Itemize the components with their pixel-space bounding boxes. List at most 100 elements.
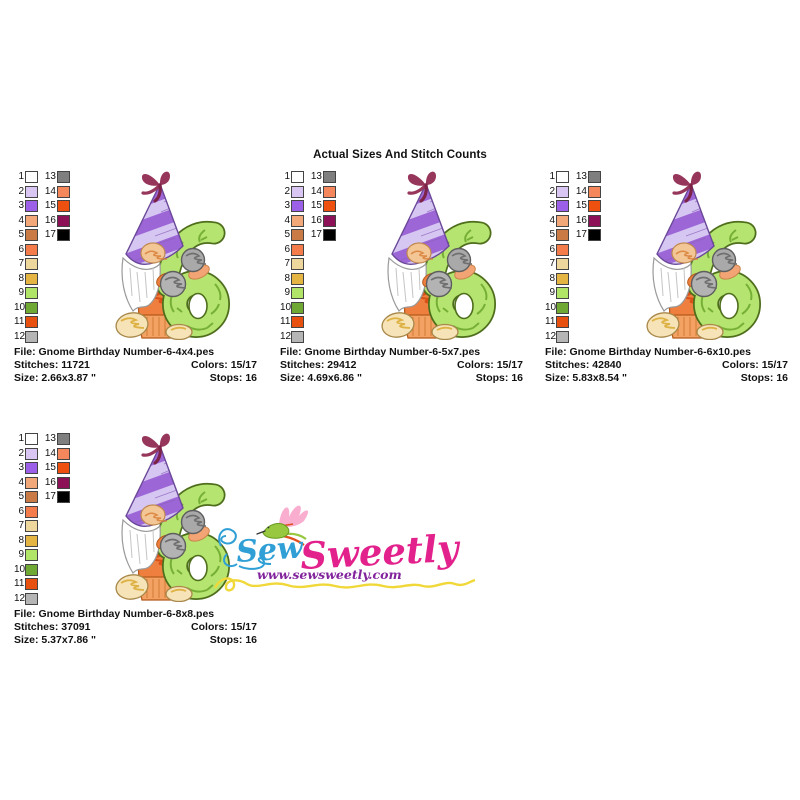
logo-word-sew: Sew xyxy=(235,530,305,570)
color-swatch xyxy=(323,171,336,184)
thread-number: 11 xyxy=(280,316,291,328)
thread-number: 12 xyxy=(14,592,26,604)
palette-row: 10 xyxy=(545,301,569,316)
color-swatch xyxy=(291,316,304,329)
color-swatch xyxy=(25,243,38,256)
thread-number: 11 xyxy=(14,578,25,590)
design-info: File: Gnome Birthday Number-6-4x4.pes St… xyxy=(14,346,257,385)
logo-word-sweetly: Sweetly xyxy=(299,526,462,578)
palette-row: 7 xyxy=(545,257,569,272)
thread-number: 10 xyxy=(545,301,557,313)
thread-number: 7 xyxy=(18,258,24,270)
palette-row: 17 xyxy=(572,228,601,243)
color-swatch xyxy=(25,214,38,227)
palette-row: 5 xyxy=(280,228,304,243)
palette-row: 16 xyxy=(572,214,601,229)
design-panel: 1 2 3 4 5 6 7 8 9 10 11 12 13 14 15 16 17 File: Gnome B… xyxy=(545,168,788,393)
thread-number: 3 xyxy=(18,200,24,212)
thread-number: 16 xyxy=(575,214,587,226)
file-name: File: Gnome Birthday Number-6-4x4.pes xyxy=(14,346,215,358)
palette-column-right: 13 14 15 16 17 xyxy=(41,432,70,505)
palette-row: 4 xyxy=(14,476,38,491)
thread-number: 9 xyxy=(18,287,24,299)
color-swatch xyxy=(25,520,38,533)
gnome-number-six-graphic xyxy=(115,168,233,340)
thread-number: 14 xyxy=(44,447,56,459)
thread-number: 17 xyxy=(44,491,56,503)
palette-column-left: 1 2 3 4 5 6 7 8 9 10 11 12 xyxy=(14,170,38,344)
palette-row: 6 xyxy=(280,243,304,258)
thread-number: 8 xyxy=(284,272,290,284)
palette-row: 5 xyxy=(545,228,569,243)
color-swatch xyxy=(57,214,70,227)
palette-column-left: 1 2 3 4 5 6 7 8 9 10 11 12 xyxy=(14,432,38,606)
palette-row: 5 xyxy=(14,490,38,505)
color-swatch xyxy=(291,243,304,256)
design-size: Size: 2.66x3.87 " xyxy=(14,372,97,384)
palette-row: 8 xyxy=(545,272,569,287)
design-panel: 1 2 3 4 5 6 7 8 9 10 11 12 13 14 15 16 17 File: Gnome B… xyxy=(14,430,257,655)
color-swatch xyxy=(291,171,304,184)
color-swatch xyxy=(556,301,569,314)
palette-row: 11 xyxy=(280,315,304,330)
palette-row: 17 xyxy=(307,228,336,243)
palette-row: 3 xyxy=(14,461,38,476)
design-size: Size: 5.37x7.86 " xyxy=(14,634,97,646)
palette-row: 1 xyxy=(14,170,38,185)
color-swatch xyxy=(556,287,569,300)
palette-column-left: 1 2 3 4 5 6 7 8 9 10 11 12 xyxy=(545,170,569,344)
palette-row: 14 xyxy=(41,185,70,200)
color-swatch xyxy=(323,200,336,213)
palette-row: 4 xyxy=(545,214,569,229)
color-swatch xyxy=(291,258,304,271)
color-swatch xyxy=(556,243,569,256)
thread-number: 13 xyxy=(44,433,56,445)
thread-number: 16 xyxy=(44,214,56,226)
color-swatch xyxy=(556,200,569,213)
color-swatch xyxy=(291,287,304,300)
design-size: Size: 5.83x8.54 " xyxy=(545,372,628,384)
color-swatch xyxy=(25,287,38,300)
design-panel: 1 2 3 4 5 6 7 8 9 10 11 12 13 14 15 16 17 File: Gnome B… xyxy=(280,168,523,393)
palette-row: 9 xyxy=(14,286,38,301)
thread-number: 1 xyxy=(284,171,290,183)
color-swatch xyxy=(25,447,38,460)
thread-number: 14 xyxy=(44,185,56,197)
thread-number: 5 xyxy=(284,229,290,241)
color-swatch xyxy=(291,200,304,213)
thread-number: 8 xyxy=(18,534,24,546)
palette-row: 10 xyxy=(280,301,304,316)
palette-row: 13 xyxy=(572,170,601,185)
color-swatch xyxy=(25,462,38,475)
hummingbird-icon xyxy=(256,505,309,546)
thread-number: 15 xyxy=(575,200,587,212)
color-swatch xyxy=(57,171,70,184)
palette-row: 9 xyxy=(545,286,569,301)
thread-number: 5 xyxy=(549,229,555,241)
palette-row: 2 xyxy=(280,185,304,200)
thread-number: 11 xyxy=(14,316,25,328)
palette-row: 13 xyxy=(41,432,70,447)
color-swatch xyxy=(291,229,304,242)
thread-number: 16 xyxy=(310,214,322,226)
thread-number: 13 xyxy=(44,171,56,183)
palette-row: 6 xyxy=(14,505,38,520)
color-count: Colors: 15/17 xyxy=(191,359,257,371)
palette-row: 1 xyxy=(280,170,304,185)
palette-row: 12 xyxy=(545,330,569,345)
palette-row: 7 xyxy=(14,519,38,534)
palette-row: 13 xyxy=(307,170,336,185)
thread-number: 7 xyxy=(284,258,290,270)
flourish-swirl xyxy=(218,528,272,570)
thread-number: 12 xyxy=(14,330,26,342)
color-swatch xyxy=(25,229,38,242)
stitch-count: Stitches: 37091 xyxy=(14,621,91,633)
color-swatch xyxy=(57,476,70,489)
palette-column-right: 13 14 15 16 17 xyxy=(572,170,601,243)
palette-row: 15 xyxy=(41,199,70,214)
color-swatch xyxy=(25,171,38,184)
thread-number: 12 xyxy=(280,330,292,342)
palette-row: 16 xyxy=(307,214,336,229)
color-swatch xyxy=(291,330,304,343)
stop-count: Stops: 16 xyxy=(209,372,257,384)
